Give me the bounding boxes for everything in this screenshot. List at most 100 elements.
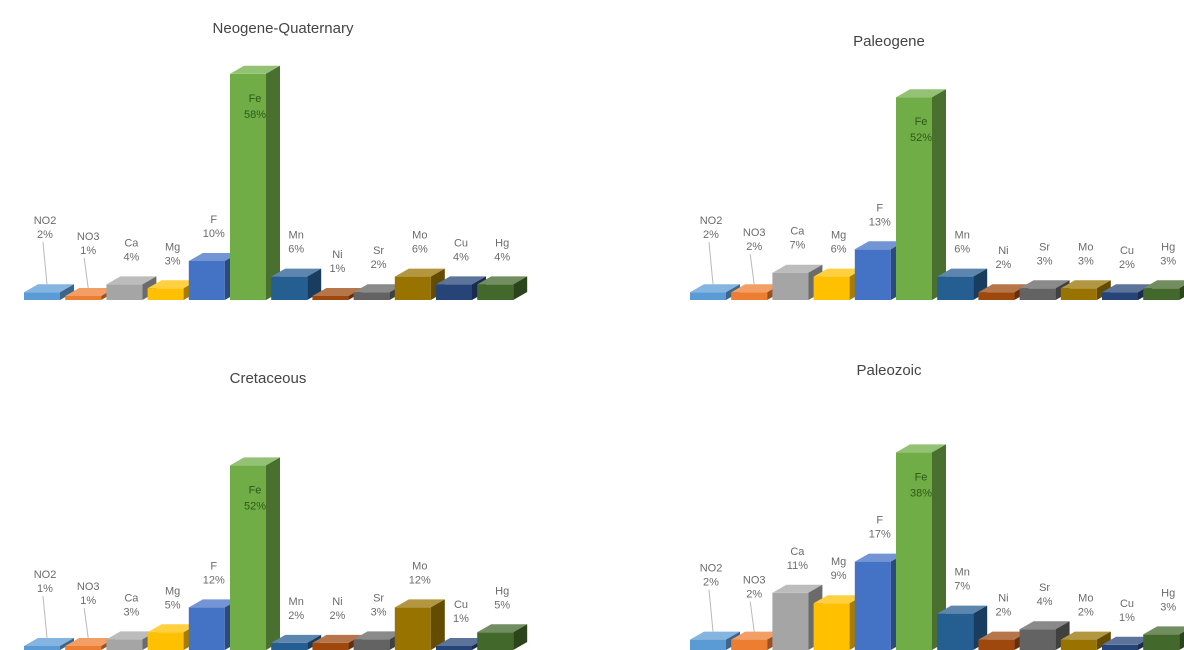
- bar-front-sr: [353, 292, 390, 300]
- bar-side-hg: [513, 624, 528, 650]
- bar-fe: [230, 457, 280, 650]
- bar-front-no3: [731, 639, 768, 650]
- data-label-category-fe: Fe: [249, 93, 262, 105]
- bar-side-hg: [513, 276, 528, 300]
- chart-svg: Neogene-Quaternary NO2 2% NO3 1% Ca 4% Mg 3% F 10%…: [24, 20, 528, 300]
- bar-side-fe: [932, 444, 946, 650]
- data-label-value-ni: 2%: [995, 259, 1011, 271]
- data-label-category-ca: Ca: [790, 546, 805, 558]
- data-label-category-no2: NO2: [34, 215, 57, 227]
- label-leader-no2: [42, 242, 48, 285]
- bar-top-no3: [65, 288, 116, 296]
- bar-top-fe: [230, 457, 280, 466]
- bar-hg: [1143, 626, 1184, 650]
- bar-side-mo: [430, 599, 445, 650]
- data-label-value-mo: 6%: [412, 244, 428, 256]
- data-label-category-mo: Mo: [412, 560, 427, 572]
- bar-front-f: [188, 261, 225, 300]
- bar-side-fe: [266, 457, 280, 650]
- bar-top-ca: [772, 264, 823, 273]
- bar-top-cu: [436, 638, 486, 646]
- data-label-value-ni: 2%: [995, 607, 1011, 619]
- data-label-value-ca: 7%: [789, 240, 805, 252]
- bar-top-mg: [147, 280, 198, 289]
- bar-top-no2: [690, 631, 740, 640]
- bar-front-no2: [690, 292, 726, 300]
- data-label-category-cu: Cu: [454, 237, 468, 249]
- bar-front-mo: [1060, 639, 1097, 650]
- chart-svg: Paleogene NO2 2% NO3 2% Ca 7% Mg 6% F 13% Fe 52% Mn 6%…: [690, 33, 1184, 300]
- bar-front-fe: [230, 73, 266, 300]
- data-label-value-f: 17%: [869, 529, 891, 541]
- bar-front-fe: [896, 452, 932, 650]
- bar-top-no3: [731, 631, 782, 640]
- bar-hg: [477, 276, 528, 300]
- data-label-category-mn: Mn: [955, 230, 970, 242]
- bar-top-ca: [106, 276, 157, 285]
- bar-top-ca: [772, 584, 823, 593]
- bar-top-no3: [731, 284, 782, 293]
- bar-front-mg: [813, 276, 850, 300]
- label-leader-no2: [42, 595, 48, 639]
- chart-svg: Paleozoic NO2 2% NO3 2% Ca 11% Mg 9% F 17% Fe 38% Mn 7…: [690, 362, 1184, 650]
- label-leader-no3: [749, 254, 755, 285]
- data-label-category-no2: NO2: [700, 563, 723, 575]
- bar-front-sr: [353, 639, 390, 650]
- bar-hg: [477, 624, 528, 650]
- bar-top-mg: [813, 595, 864, 604]
- data-label-value-ca: 4%: [123, 251, 139, 263]
- bar-side-mo: [1096, 631, 1111, 650]
- bar-front-mn: [271, 642, 308, 650]
- data-label-value-mo: 12%: [409, 574, 431, 586]
- data-label-category-hg: Hg: [495, 585, 509, 597]
- data-label-value-mg: 6%: [831, 244, 847, 256]
- data-label-value-no3: 2%: [746, 241, 762, 253]
- data-label-value-f: 13%: [869, 216, 891, 228]
- data-label-category-no3: NO3: [77, 231, 100, 243]
- data-label-value-ni: 2%: [329, 610, 345, 622]
- data-label-category-ni: Ni: [998, 245, 1008, 257]
- data-label-category-no3: NO3: [743, 227, 766, 239]
- bar-front-no3: [65, 296, 102, 300]
- data-label-value-no2: 1%: [37, 583, 53, 595]
- bar-side-fe: [266, 65, 280, 300]
- chart-cretaceous: Cretaceous NO2 1% NO3 1% Ca 3% Mg 5% F 12% Fe 52% Mn 2…: [0, 325, 592, 650]
- bar-front-cu: [1102, 644, 1138, 650]
- bar-top-hg: [1143, 280, 1184, 289]
- data-label-category-mn: Mn: [955, 567, 970, 579]
- data-label-category-mg: Mg: [165, 241, 180, 253]
- bar-front-mo: [394, 607, 431, 650]
- data-label-value-no2: 2%: [703, 229, 719, 241]
- data-label-category-ca: Ca: [124, 592, 139, 604]
- bar-front-fe: [230, 465, 266, 650]
- data-label-category-hg: Hg: [1161, 241, 1175, 253]
- chart-svg: Cretaceous NO2 1% NO3 1% Ca 3% Mg 5% F 12% Fe 52% Mn 2…: [24, 370, 528, 650]
- data-label-value-sr: 3%: [1037, 255, 1053, 267]
- bar-front-no2: [24, 292, 60, 300]
- bar-front-mn: [937, 613, 974, 650]
- data-label-value-mn: 7%: [954, 581, 970, 593]
- bar-top-mo: [394, 599, 445, 608]
- data-label-category-no2: NO2: [34, 569, 57, 581]
- bar-mg: [813, 268, 864, 300]
- bar-front-ca: [772, 592, 809, 650]
- bar-front-hg: [477, 632, 514, 650]
- data-label-category-fe: Fe: [915, 471, 928, 483]
- bar-front-sr: [1019, 629, 1056, 650]
- bar-top-mn: [937, 268, 988, 277]
- bar-top-no2: [690, 284, 740, 293]
- data-label-value-hg: 4%: [494, 251, 510, 263]
- bar-mn: [271, 268, 322, 300]
- data-label-value-cu: 1%: [1119, 612, 1135, 624]
- bar-front-ni: [978, 292, 1015, 300]
- bar-front-hg: [477, 284, 514, 300]
- data-label-category-mg: Mg: [831, 556, 846, 568]
- bar-front-hg: [1143, 288, 1180, 300]
- bar-fe: [896, 444, 946, 650]
- data-label-category-mn: Mn: [289, 230, 304, 242]
- bar-front-ca: [106, 639, 143, 650]
- bar-top-cu: [436, 276, 486, 285]
- data-label-value-sr: 3%: [371, 606, 387, 618]
- label-leader-no2: [708, 242, 714, 285]
- data-label-value-no3: 1%: [80, 595, 96, 607]
